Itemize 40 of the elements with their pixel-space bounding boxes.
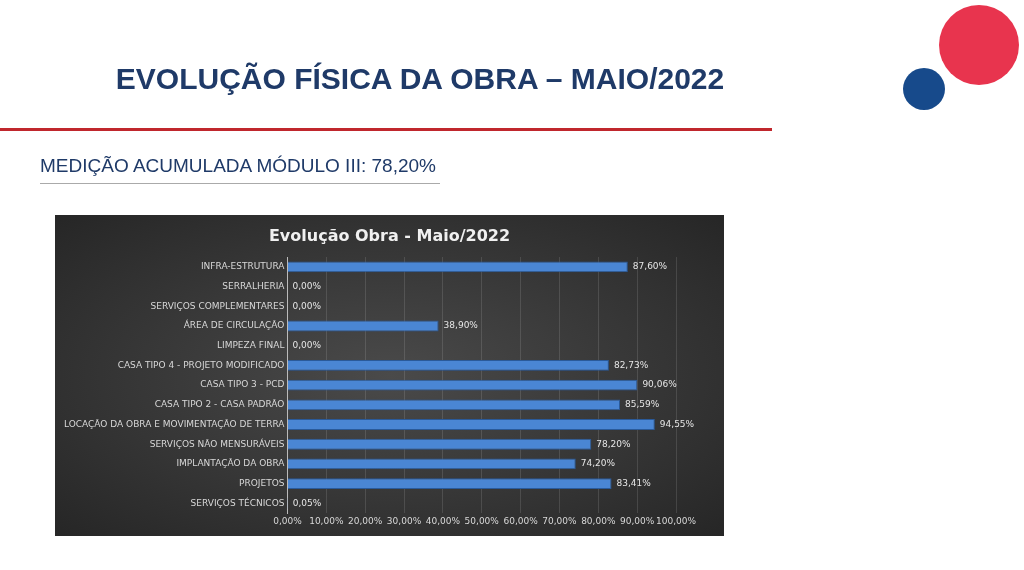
- x-tick-label: 40,00%: [425, 515, 461, 526]
- data-label: 78,20%: [596, 438, 632, 449]
- data-label: 38,90%: [443, 320, 479, 331]
- x-tick-label: 90,00%: [619, 515, 655, 526]
- x-tick-label: 20,00%: [348, 515, 383, 526]
- y-tick-label: CASA TIPO 4 - PROJETO MODIFICADO: [117, 359, 285, 370]
- y-tick-label: IMPLANTAÇÃO DA OBRA: [176, 458, 286, 469]
- data-label: 0,05%: [292, 497, 322, 508]
- y-tick-label: PROJETOS: [239, 477, 285, 488]
- chart-subtitle: MEDIÇÃO ACUMULADA MÓDULO III: 78,20%: [40, 155, 440, 184]
- data-label: 0,00%: [292, 280, 322, 291]
- y-tick-label: CASA TIPO 2 - CASA PADRÃO: [154, 399, 285, 410]
- data-label: 74,20%: [580, 458, 616, 469]
- data-label: 90,06%: [642, 379, 678, 390]
- y-tick-label: INFRA-ESTRUTURA: [200, 261, 286, 272]
- y-tick-label: LIMPEZA FINAL: [216, 340, 285, 351]
- y-tick-label: SERVIÇOS TÉCNICOS: [190, 496, 285, 508]
- x-tick-label: 30,00%: [386, 515, 422, 526]
- y-tick-label: CASA TIPO 3 - PCD: [200, 379, 285, 390]
- y-tick-label: SERVIÇOS NÃO MENSURÁVEIS: [149, 437, 285, 449]
- data-label: 0,00%: [292, 300, 322, 311]
- x-tick-label: 60,00%: [503, 515, 539, 526]
- y-tick-label: LOCAÇÃO DA OBRA E MOVIMENTAÇÃO DE TERRA: [63, 418, 286, 429]
- x-tick-label: 50,00%: [464, 515, 500, 526]
- data-label: 0,00%: [292, 340, 322, 351]
- y-tick-label: ÁREA DE CIRCULAÇÃO: [183, 319, 285, 331]
- y-tick-label: SERRALHERIA: [222, 280, 286, 291]
- x-tick-label: 100,00%: [655, 515, 697, 526]
- data-label: 87,60%: [632, 261, 668, 272]
- data-label: 85,59%: [625, 399, 660, 410]
- x-tick-label: 0,00%: [273, 515, 303, 526]
- data-label: 83,41%: [616, 477, 652, 488]
- y-tick-label: SERVIÇOS COMPLEMENTARES: [150, 300, 285, 311]
- x-tick-label: 70,00%: [542, 515, 578, 526]
- x-tick-label: 10,00%: [309, 515, 344, 526]
- text: Evolução Obra - Maio/2022: [268, 226, 511, 246]
- chart-title: EVOLUÇÃO FÍSICA DA OBRA – MAIO/2022: [114, 62, 726, 96]
- x-tick-label: 80,00%: [581, 515, 616, 526]
- data-label: 94,55%: [659, 418, 695, 429]
- data-label: 82,73%: [613, 359, 649, 370]
